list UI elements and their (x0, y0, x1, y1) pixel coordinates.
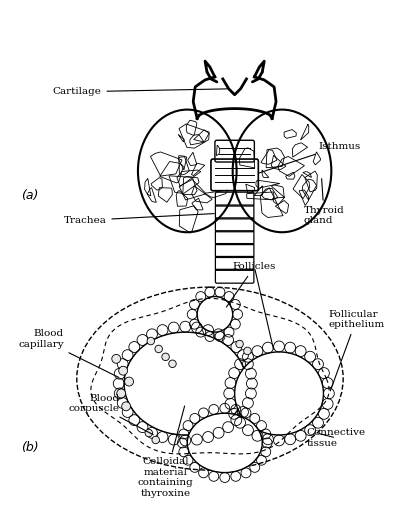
Ellipse shape (235, 352, 323, 435)
Circle shape (169, 360, 176, 368)
Circle shape (162, 353, 169, 360)
Text: Colloidal
material
containing
thyroxine: Colloidal material containing thyroxine (138, 406, 193, 497)
Ellipse shape (197, 297, 233, 332)
Text: Connective
tissue: Connective tissue (307, 428, 366, 448)
Circle shape (112, 354, 121, 364)
Text: Follicles: Follicles (226, 262, 276, 307)
Circle shape (147, 337, 154, 345)
Circle shape (152, 436, 159, 444)
Text: Trachea: Trachea (64, 213, 214, 225)
Text: Blood
capillary: Blood capillary (18, 330, 119, 377)
Circle shape (121, 402, 131, 411)
Circle shape (119, 366, 128, 375)
Text: Follicular
epithelium: Follicular epithelium (328, 310, 385, 391)
Circle shape (236, 340, 243, 348)
Ellipse shape (124, 332, 246, 435)
Circle shape (117, 389, 126, 398)
Circle shape (145, 429, 153, 437)
Text: Blood
corpuscle: Blood corpuscle (68, 393, 153, 434)
Text: (b): (b) (20, 442, 38, 454)
Circle shape (155, 345, 162, 353)
Text: Isthmus: Isthmus (259, 141, 361, 173)
Text: (a): (a) (20, 189, 38, 202)
Text: Thyroid
gland: Thyroid gland (304, 178, 344, 225)
Circle shape (125, 377, 134, 386)
Circle shape (244, 347, 251, 355)
Text: Cartilage: Cartilage (52, 87, 227, 96)
Ellipse shape (187, 413, 262, 473)
